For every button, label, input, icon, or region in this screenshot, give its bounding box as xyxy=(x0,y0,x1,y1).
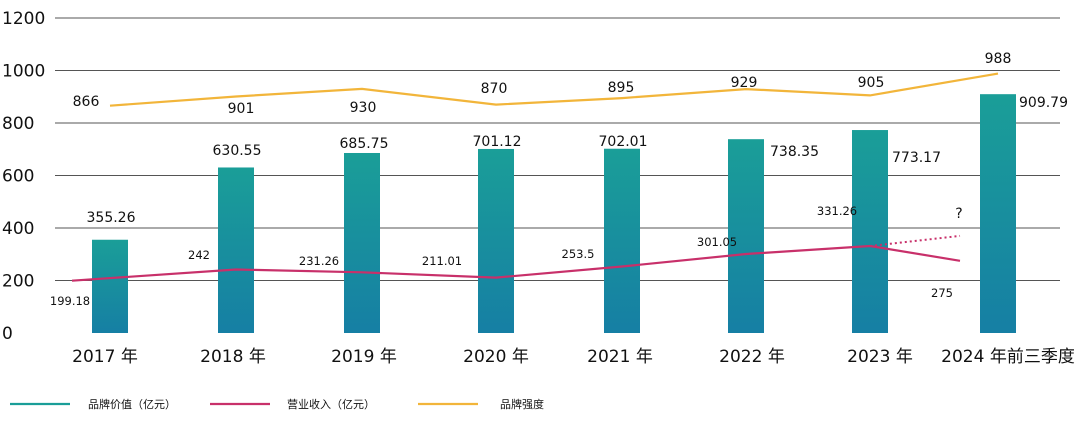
bar-value-label: 701.12 xyxy=(473,134,522,150)
x-tick-label: 2022 年 xyxy=(719,347,785,367)
revenue-value-label: 199.18 xyxy=(50,294,90,308)
bar-brand-value xyxy=(604,148,640,333)
bar-brand-value xyxy=(980,94,1016,334)
bar-brand-value xyxy=(852,130,888,333)
line-revenue xyxy=(71,244,961,282)
strength-value-label: 895 xyxy=(608,80,635,96)
x-tick-label: 2020 年 xyxy=(463,347,529,367)
y-tick-label: 200 xyxy=(2,272,34,292)
bar-brand-value xyxy=(92,239,128,333)
revenue-value-label: 231.26 xyxy=(299,254,339,268)
x-tick-label: 2018 年 xyxy=(200,347,266,367)
x-tick-label: 2017 年 xyxy=(72,347,138,367)
x-tick-label: 2021 年 xyxy=(587,347,653,367)
revenue-value-label: 331.26 xyxy=(817,204,857,218)
bar-value-label: 630.55 xyxy=(213,143,262,159)
bar-brand-value xyxy=(218,167,254,333)
strength-value-label: 870 xyxy=(481,81,508,97)
bar-value-label: 738.35 xyxy=(770,144,819,160)
strength-value-label: 901 xyxy=(228,101,255,117)
y-tick-label: 400 xyxy=(2,219,34,239)
line-brand-strength xyxy=(109,72,999,107)
brand-value-bars xyxy=(92,94,1016,334)
revenue-value-label: 275 xyxy=(931,286,953,300)
revenue-value-label: 301.05 xyxy=(697,235,737,249)
strength-value-label: 866 xyxy=(73,94,100,110)
legend-label: 营业收入（亿元） xyxy=(287,397,375,411)
bar-value-label: 685.75 xyxy=(340,136,389,152)
revenue-value-label: 253.5 xyxy=(562,247,595,261)
y-tick-label: 1000 xyxy=(2,62,45,82)
bar-value-label: 773.17 xyxy=(892,150,941,166)
strength-value-label: 930 xyxy=(350,100,377,116)
x-tick-label: 2024 年前三季度 xyxy=(941,347,1075,367)
y-tick-label: 600 xyxy=(2,167,34,187)
y-tick-label: 0 xyxy=(2,324,13,344)
data-labels: 355.26 630.55 685.75 701.12 702.01 738.35 773.… xyxy=(50,51,1068,308)
x-tick-label: 2019 年 xyxy=(331,347,397,367)
revenue-value-label: 211.01 xyxy=(422,254,462,268)
line-series xyxy=(71,72,999,282)
x-axis-ticks: 2017 年 2018 年 2019 年 2020 年 2021 年 2022 年 2023… xyxy=(72,347,1075,367)
bar-value-label: 355.26 xyxy=(87,210,136,226)
revenue-value-label: 242 xyxy=(188,248,210,262)
y-axis-ticks: 0 200 400 600 800 1000 1200 xyxy=(2,9,45,344)
bar-brand-value xyxy=(344,152,380,333)
bar-brand-value xyxy=(478,148,514,333)
legend: 品牌价值（亿元） 营业收入（亿元） 品牌强度 xyxy=(10,397,544,411)
legend-label: 品牌强度 xyxy=(500,397,544,411)
x-tick-label: 2023 年 xyxy=(847,347,913,367)
strength-value-label: 905 xyxy=(858,75,885,91)
bar-value-label: 909.79 xyxy=(1019,95,1068,111)
strength-value-label: 988 xyxy=(985,51,1012,67)
revenue-projection-dotted xyxy=(869,234,961,248)
bar-brand-value xyxy=(728,139,764,333)
y-tick-label: 1200 xyxy=(2,9,45,29)
projection-question-mark: ? xyxy=(955,206,962,222)
y-tick-label: 800 xyxy=(2,114,34,134)
bar-value-label: 702.01 xyxy=(599,134,648,150)
legend-label: 品牌价值（亿元） xyxy=(88,397,176,411)
strength-value-label: 929 xyxy=(731,75,758,91)
